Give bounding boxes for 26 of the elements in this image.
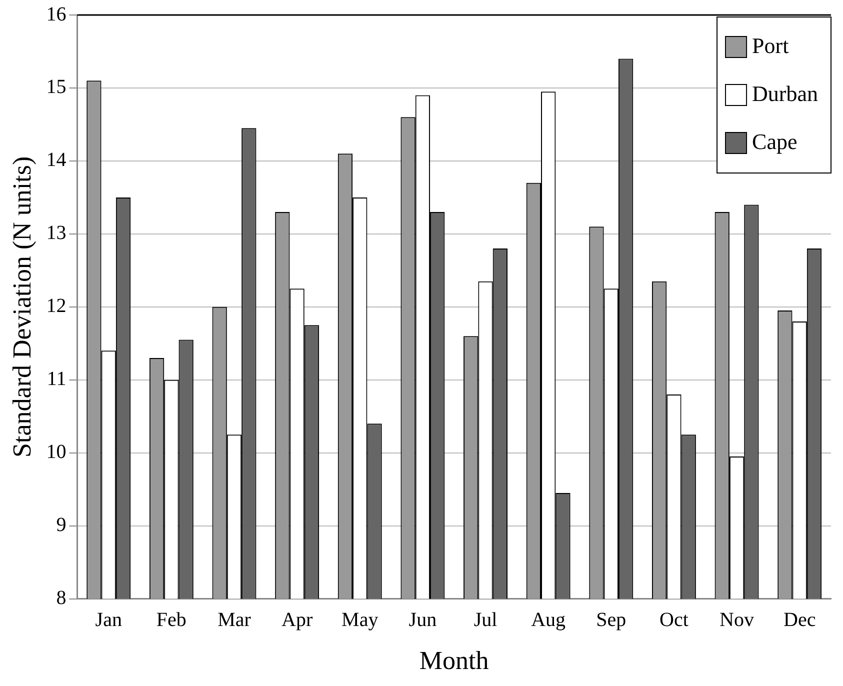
x-tick-label: Oct xyxy=(660,609,689,632)
y-tick-label: 16 xyxy=(46,3,66,26)
x-tick-label: Jan xyxy=(95,609,122,632)
legend-label: Port xyxy=(752,32,789,58)
x-tick-label: May xyxy=(342,609,378,632)
x-tick-label: Jun xyxy=(408,609,437,632)
x-tick-label: Dec xyxy=(783,609,816,632)
y-tick-label: 8 xyxy=(56,587,66,610)
x-tick-label: Jul xyxy=(474,609,498,632)
y-tick-label: 13 xyxy=(46,222,66,244)
x-tick-label: Apr xyxy=(282,609,313,632)
y-tick-label: 11 xyxy=(46,368,66,390)
y-tick-label: 15 xyxy=(46,76,66,98)
y-tick-label: 14 xyxy=(46,149,66,172)
y-axis-title: Standard Deviation (N units) xyxy=(7,156,36,458)
x-tick-label: Feb xyxy=(156,609,186,632)
y-tick-label: 12 xyxy=(46,295,66,318)
legend-label: Cape xyxy=(752,128,798,154)
x-tick-label: Mar xyxy=(218,609,252,632)
x-tick-label: Nov xyxy=(720,609,754,632)
y-tick-label: 9 xyxy=(56,514,66,536)
y-tick-label: 10 xyxy=(46,441,66,464)
legend-label: Durban xyxy=(752,80,818,106)
x-axis-title: Month xyxy=(419,646,489,676)
x-tick-label: Sep xyxy=(596,609,626,632)
x-tick-label: Aug xyxy=(531,609,566,632)
